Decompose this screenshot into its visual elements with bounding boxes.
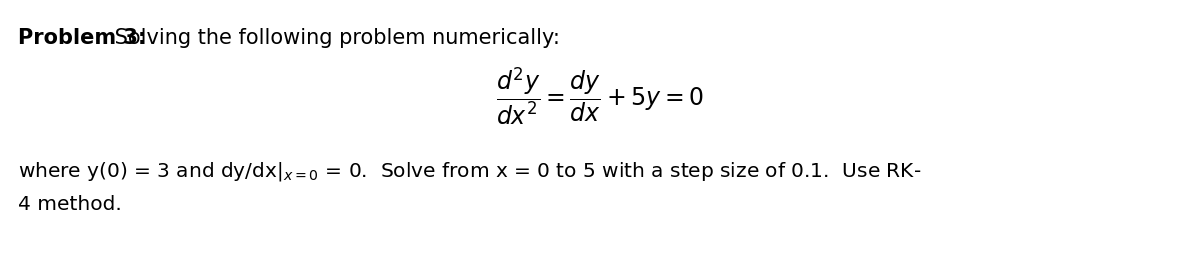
Text: Problem 3:: Problem 3: [18,28,146,48]
Text: $\dfrac{d^2y}{dx^2} = \dfrac{dy}{dx} + 5y = 0$: $\dfrac{d^2y}{dx^2} = \dfrac{dy}{dx} + 5… [496,65,704,127]
Text: Solving the following problem numerically:: Solving the following problem numericall… [108,28,560,48]
Text: 4 method.: 4 method. [18,195,121,214]
Text: where y(0) = 3 and dy/dx$|_{x=0}$ = 0.  Solve from x = 0 to 5 with a step size o: where y(0) = 3 and dy/dx$|_{x=0}$ = 0. S… [18,160,922,183]
